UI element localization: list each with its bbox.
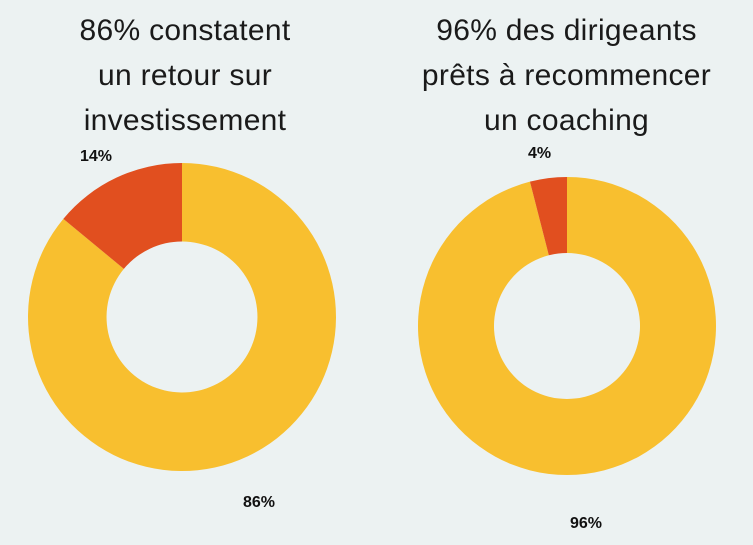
chart-title-line: 86% constatent (79, 14, 291, 47)
donut-chart (417, 177, 716, 476)
donut-slice-secondary (63, 163, 183, 269)
slice-label-primary: 96% (570, 515, 603, 532)
donut-slice-secondary (529, 177, 567, 256)
chart-title-line: un retour sur (98, 59, 272, 92)
chart-title: 96% des dirigeants prêts à recommencer u… (380, 8, 753, 143)
chart-title-line: prêts à recommencer (421, 59, 712, 92)
donut-slice-primary (417, 177, 716, 476)
chart-panel-recommence: 96% des dirigeants prêts à recommencer u… (380, 0, 753, 545)
donut-slice-primary (27, 163, 336, 471)
slice-label-primary: 86% (243, 494, 276, 511)
chart-title-line: 96% des dirigeants (436, 14, 697, 47)
chart-title-line: investissement (83, 104, 287, 137)
slice-label-secondary: 4% (528, 145, 552, 162)
slice-label-secondary: 14% (80, 148, 113, 165)
chart-title: 86% constatent un retour sur investissem… (0, 8, 370, 143)
donut-chart (27, 163, 336, 471)
chart-panel-roi: 86% constatent un retour sur investissem… (0, 0, 370, 545)
chart-title-line: un coaching (483, 104, 650, 137)
